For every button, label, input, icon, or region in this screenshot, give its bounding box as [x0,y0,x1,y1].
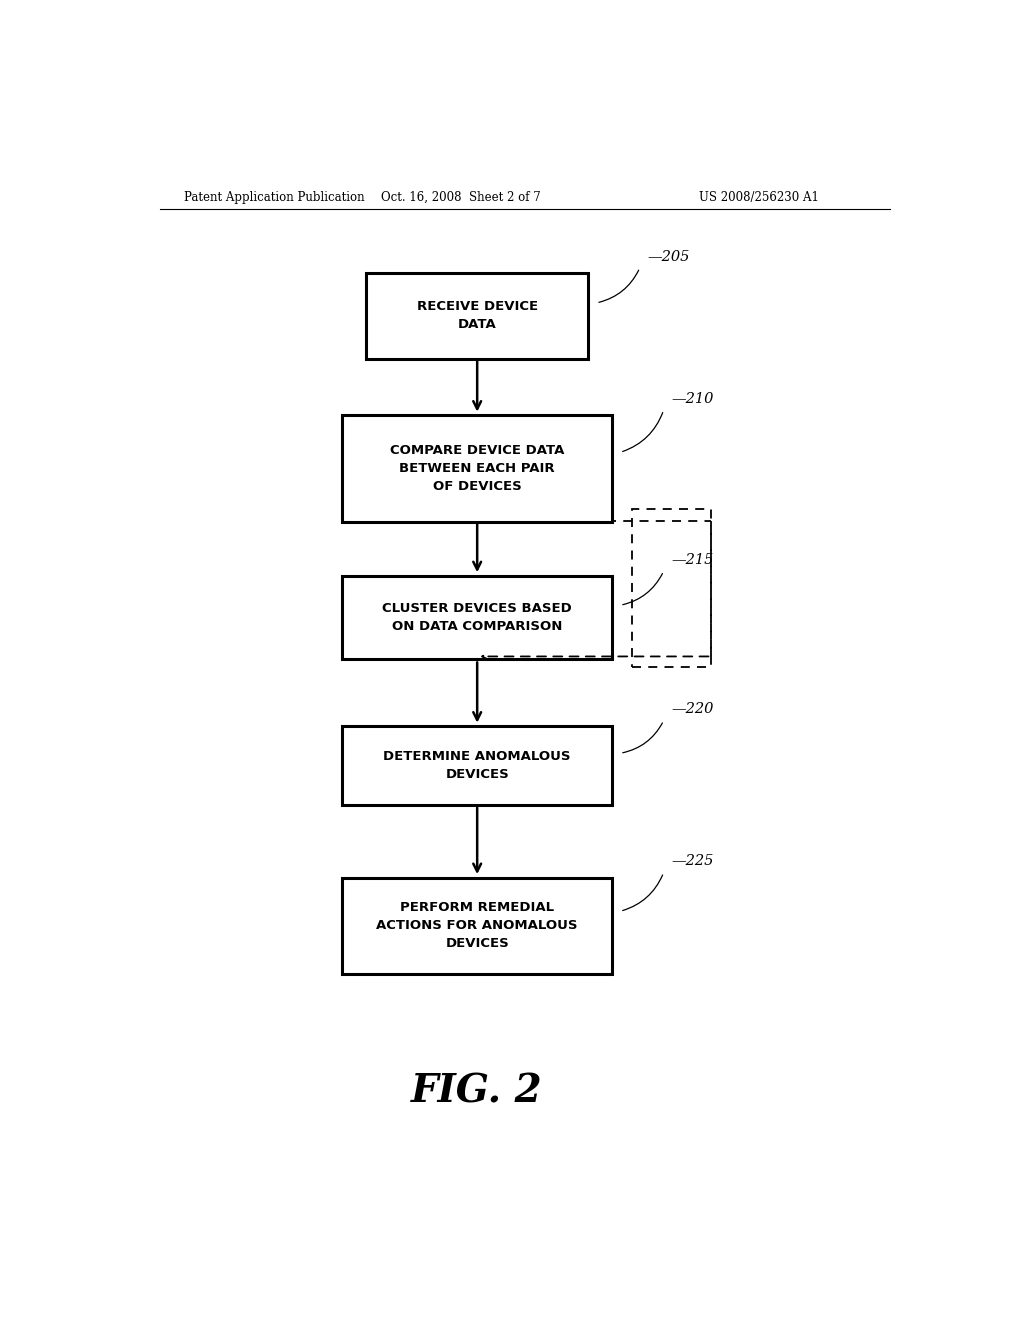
Text: —210: —210 [672,392,714,405]
Text: —215: —215 [672,553,714,568]
Bar [342,414,612,521]
Text: —225: —225 [672,854,714,869]
Text: —220: —220 [672,702,714,717]
Text: Oct. 16, 2008  Sheet 2 of 7: Oct. 16, 2008 Sheet 2 of 7 [381,190,542,203]
Text: PERFORM REMEDIAL
ACTIONS FOR ANOMALOUS
DEVICES: PERFORM REMEDIAL ACTIONS FOR ANOMALOUS D… [377,902,578,950]
Text: CLUSTER DEVICES BASED
ON DATA COMPARISON: CLUSTER DEVICES BASED ON DATA COMPARISON [382,602,572,634]
Bar [632,510,712,667]
Bar [342,726,612,805]
Bar [342,878,612,974]
Text: COMPARE DEVICE DATA
BETWEEN EACH PAIR
OF DEVICES: COMPARE DEVICE DATA BETWEEN EACH PAIR OF… [390,444,564,492]
Text: US 2008/256230 A1: US 2008/256230 A1 [698,190,818,203]
Text: RECEIVE DEVICE
DATA: RECEIVE DEVICE DATA [417,301,538,331]
Text: —205: —205 [648,249,690,264]
Text: FIG. 2: FIG. 2 [412,1072,543,1110]
Text: Patent Application Publication: Patent Application Publication [183,190,365,203]
Bar [342,576,612,660]
Bar [367,273,588,359]
Text: DETERMINE ANOMALOUS
DEVICES: DETERMINE ANOMALOUS DEVICES [383,750,571,780]
